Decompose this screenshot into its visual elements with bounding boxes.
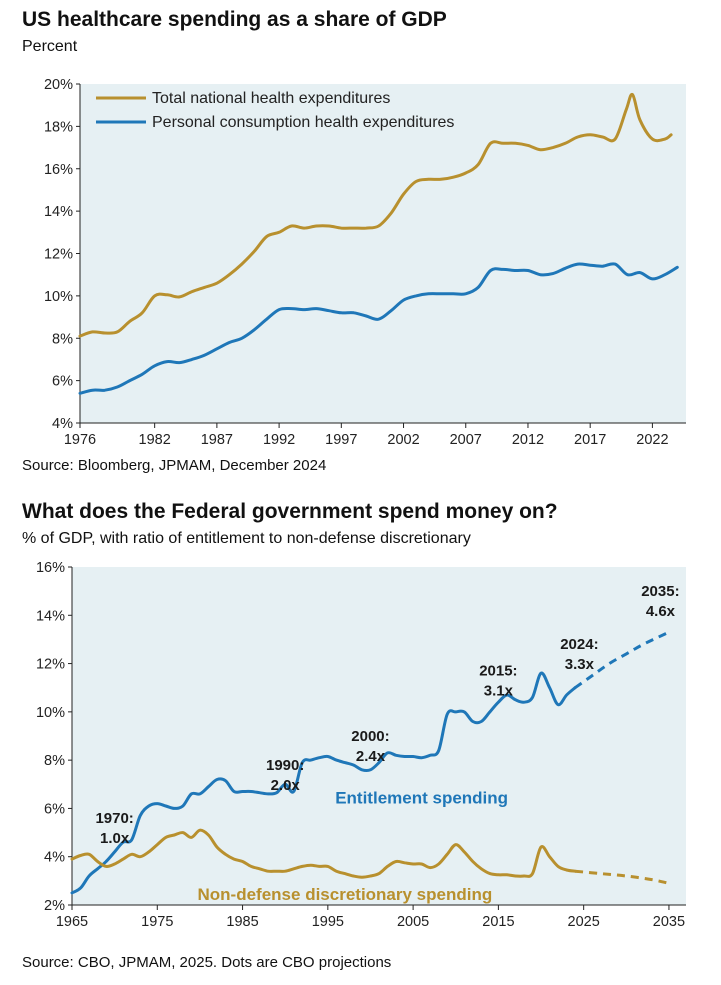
chart2-x-tick-label: 1965 [56, 914, 88, 930]
chart1-subtitle: Percent [22, 38, 78, 55]
chart2-y-tick-label: 2% [44, 898, 65, 914]
annotation-year: 2000: [351, 728, 389, 745]
annotation-year: 1970: [95, 810, 133, 827]
chart1-title: US healthcare spending as a share of GDP [22, 8, 447, 31]
chart1-y-tick-label: 16% [44, 162, 73, 178]
chart1-y-tick-label: 8% [52, 331, 73, 347]
chart1-y-tick-label: 20% [44, 77, 73, 93]
chart2-series-projection-entitlement-spending [574, 630, 670, 689]
chart2-source: Source: CBO, JPMAM, 2025. Dots are CBO p… [22, 954, 392, 971]
chart1-y-tick-label: 10% [44, 289, 73, 305]
chart1-plot: 4% 6% 8% 10% 12% 14% 16% 18% 20% 1976 1982 1987 1992… [44, 77, 686, 448]
chart1-x-tick-label: 2017 [574, 432, 606, 448]
chart1-y-tick-label: 4% [52, 416, 73, 432]
chart2-y-tick-label: 16% [36, 560, 65, 576]
chart2-x-tick-label: 1975 [141, 914, 173, 930]
chart2-x-tick-label: 2005 [397, 914, 429, 930]
annotation-year: 2035: [641, 583, 679, 600]
legend-entry: Total national health expenditures [152, 90, 390, 107]
chart2-y-tick-label: 6% [44, 801, 65, 817]
chart1-y-tick-label: 18% [44, 119, 73, 135]
chart2-series-line-non-defense-discretionary-spending [70, 828, 577, 879]
legend-entry: Personal consumption health expenditures [152, 114, 454, 131]
chart2-x-tick-label: 2015 [482, 914, 514, 930]
annotation-year: 2024: [560, 636, 598, 653]
chart2-y-tick-label: 4% [44, 850, 65, 866]
chart2-x-tick-label: 2025 [568, 914, 600, 930]
series-label-entitlement: Entitlement spending [335, 789, 508, 808]
chart1-plot-area [80, 84, 686, 423]
annotation-ratio: 3.1x [484, 683, 514, 700]
annotation-ratio: 2.4x [356, 748, 386, 765]
chart2-plot-area [72, 567, 686, 905]
chart2-y-tick-label: 8% [44, 753, 65, 769]
chart1-x-tick-label: 2002 [387, 432, 419, 448]
chart1-x-tick-label: 1992 [263, 432, 295, 448]
chart2-series-projection-non-defense-discretionary-spending [574, 869, 670, 885]
chart1-series-line-personal-consumption-health-expenditures [78, 262, 679, 395]
chart1-series-line-total-national-health-expenditures [78, 92, 673, 338]
chart1-x-tick-label: 2022 [636, 432, 668, 448]
chart1-source: Source: Bloomberg, JPMAM, December 2024 [22, 457, 327, 474]
chart1-x-tick-label: 1997 [325, 432, 357, 448]
annotation-ratio: 1.0x [100, 830, 130, 847]
chart1-y-tick-label: 6% [52, 374, 73, 390]
annotation-ratio: 3.3x [565, 656, 595, 673]
chart2-title: What does the Federal government spend m… [22, 500, 558, 523]
annotation-ratio: 2.0x [271, 777, 301, 794]
chart2-x-tick-label: 2035 [653, 914, 685, 930]
chart2-series-line-entitlement-spending [70, 671, 577, 895]
chart2-y-tick-label: 12% [36, 657, 65, 673]
chart2-subtitle: % of GDP, with ratio of entitlement to n… [22, 530, 471, 547]
annotation-year: 2015: [479, 663, 517, 680]
chart1-x-tick-label: 1987 [201, 432, 233, 448]
chart2-y-tick-label: 14% [36, 608, 65, 624]
chart1-y-tick-label: 14% [44, 204, 73, 220]
chart2-y-tick-label: 10% [36, 705, 65, 721]
chart2-plot: 2% 4% 6% 8% 10% 12% 14% 16% 1965 1975 1985 1995 2005… [36, 560, 686, 930]
chart2-x-tick-label: 1995 [312, 914, 344, 930]
chart1-x-tick-label: 2007 [450, 432, 482, 448]
chart1-x-tick-label: 2012 [512, 432, 544, 448]
chart2-x-tick-label: 1985 [226, 914, 258, 930]
annotation-year: 1990: [266, 757, 304, 774]
chart1-x-tick-label: 1976 [64, 432, 96, 448]
series-label-non-defense: Non-defense discretionary spending [198, 885, 493, 904]
annotation-ratio: 4.6x [646, 603, 676, 620]
chart1-y-tick-label: 12% [44, 247, 73, 263]
chart1-x-tick-label: 1982 [139, 432, 171, 448]
